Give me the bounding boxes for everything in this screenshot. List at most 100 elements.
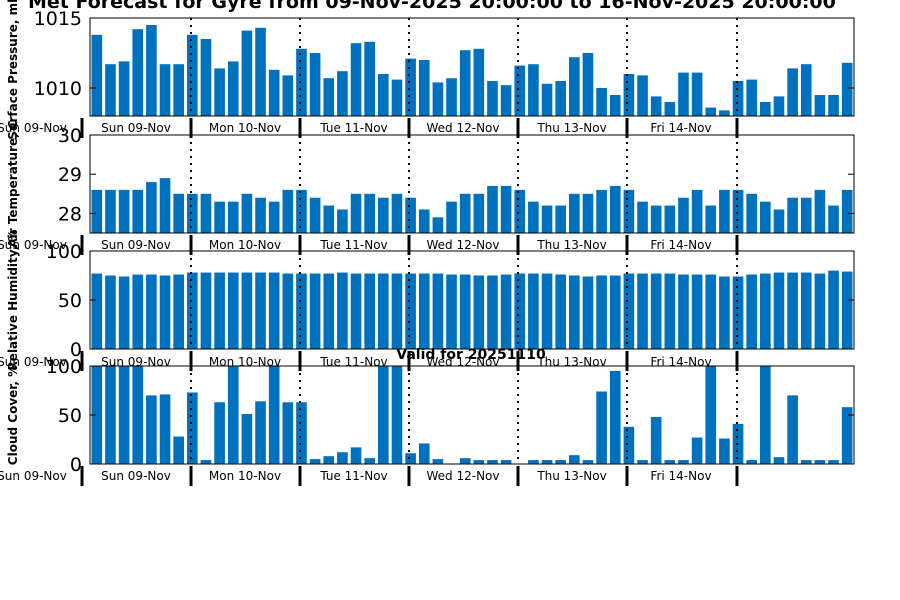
relative-humidity-bar — [841, 271, 853, 349]
relative-humidity-bar — [732, 276, 744, 349]
relative-humidity-bar — [350, 273, 362, 349]
relative-humidity-bar — [432, 273, 444, 349]
air-temperature-bar — [705, 205, 717, 233]
relative-humidity-bar — [241, 272, 253, 349]
relative-humidity-bar — [473, 275, 485, 349]
surface-pressure-bar — [459, 50, 471, 117]
surface-pressure-bar — [800, 64, 812, 116]
relative-humidity-bar — [391, 273, 403, 349]
cloud-cover-bar — [637, 460, 648, 464]
air-temperature-day-label: Sun 09-Nov — [101, 238, 171, 252]
relative-humidity-bar — [705, 274, 717, 349]
cloud-cover-bar — [500, 460, 512, 464]
surface-pressure-bar — [473, 48, 485, 116]
relative-humidity-bar — [514, 273, 526, 349]
air-temperature-ytick-label: 29 — [58, 164, 82, 186]
cloud-cover-bar — [596, 391, 607, 464]
relative-humidity-edge-label: Sun 09-Nov — [0, 355, 67, 369]
relative-humidity-bar — [159, 275, 171, 349]
cloud-cover-bar — [746, 460, 757, 464]
air-temperature-axes — [89, 134, 855, 234]
surface-pressure-ytick-label: 1010 — [34, 78, 82, 100]
surface-pressure-bar — [118, 61, 130, 116]
relative-humidity-bar — [405, 273, 416, 349]
cloud-cover-bar — [187, 392, 198, 464]
relative-humidity-bar — [187, 272, 198, 349]
cloud-cover-bar — [296, 402, 307, 464]
surface-pressure-bar — [378, 74, 389, 116]
air-temperature-ytick-label: 30 — [58, 125, 82, 147]
surface-pressure-bar — [296, 48, 307, 116]
relative-humidity-bar — [691, 274, 703, 349]
surface-pressure-bar — [391, 79, 403, 116]
air-temperature-ytick-label: 28 — [58, 203, 82, 225]
air-temperature-bar — [391, 193, 403, 233]
air-temperature-bar — [623, 189, 635, 233]
surface-pressure-bar — [596, 88, 607, 116]
relative-humidity-bar — [528, 273, 539, 349]
cloud-cover-bar — [146, 395, 157, 464]
surface-pressure-bar — [487, 81, 498, 116]
relative-humidity-bar — [800, 272, 812, 349]
air-temperature-bar — [528, 201, 539, 233]
surface-pressure-bar — [227, 61, 239, 116]
relative-humidity-bar — [623, 273, 635, 349]
cloud-cover-bar — [773, 457, 785, 464]
surface-pressure-day-label: Sun 09-Nov — [101, 121, 171, 135]
air-temperature-bar — [255, 197, 266, 233]
relative-humidity-ytick-label: 0 — [70, 339, 82, 361]
surface-pressure-day-label: Mon 10-Nov — [209, 121, 281, 135]
surface-pressure-bar — [541, 83, 553, 116]
chart-title: Met Forecast for Gyre from 09-Nov-2025 2… — [28, 0, 836, 13]
air-temperature-bar — [609, 185, 621, 233]
air-temperature-bar — [569, 193, 580, 233]
relative-humidity-bar — [105, 275, 116, 349]
air-temperature-bar — [719, 189, 730, 233]
relative-humidity-bar — [309, 273, 321, 349]
air-temperature-bar — [118, 189, 130, 233]
cloud-cover-bar — [678, 460, 689, 464]
air-temperature-bar — [582, 193, 594, 233]
relative-humidity-bar — [173, 274, 184, 349]
cloud-cover-bar — [691, 437, 703, 464]
surface-pressure-bar — [609, 95, 621, 116]
cloud-cover-day-label: Thu 13-Nov — [536, 469, 606, 483]
surface-pressure-bar — [678, 72, 689, 116]
cloud-cover-bar — [159, 394, 171, 464]
surface-pressure-bar — [569, 57, 580, 116]
air-temperature-bar — [214, 201, 225, 233]
relative-humidity-bar — [255, 272, 266, 349]
cloud-cover-day-label: Fri 14-Nov — [650, 469, 711, 483]
cloud-cover-bar — [418, 443, 430, 464]
surface-pressure-bar — [337, 71, 348, 116]
air-temperature-bar — [787, 197, 798, 233]
air-temperature-bar — [268, 201, 280, 233]
surface-pressure-bar — [323, 78, 335, 116]
relative-humidity-bar — [746, 274, 757, 349]
relative-humidity-bar — [787, 272, 798, 349]
surface-pressure-day-label: Tue 11-Nov — [319, 121, 387, 135]
air-temperature-bar — [159, 178, 171, 233]
cloud-cover-bar — [268, 366, 280, 464]
surface-pressure-day-label: Wed 12-Nov — [427, 121, 500, 135]
relative-humidity-bar — [418, 273, 430, 349]
air-temperature-bar — [664, 205, 676, 233]
air-temperature-day-label: Mon 10-Nov — [209, 238, 281, 252]
air-temperature-bar — [364, 193, 375, 233]
relative-humidity-bar — [664, 273, 676, 349]
surface-pressure-bar — [282, 75, 294, 116]
surface-pressure-day-label: Fri 14-Nov — [650, 121, 711, 135]
surface-pressure-bar — [650, 96, 662, 116]
relative-humidity-bar — [678, 274, 689, 349]
air-temperature-bar — [814, 189, 826, 233]
surface-pressure-bar — [623, 74, 635, 116]
air-temperature-bar — [828, 205, 839, 233]
air-temperature-day-label: Tue 11-Nov — [319, 238, 387, 252]
relative-humidity-bar — [146, 274, 157, 349]
cloud-cover-bar — [487, 460, 498, 464]
cloud-cover-bar — [323, 456, 335, 464]
cloud-cover-bar — [105, 366, 116, 464]
surface-pressure-bar — [255, 27, 266, 116]
relative-humidity-bar — [337, 272, 348, 349]
relative-humidity-bar — [323, 273, 335, 349]
